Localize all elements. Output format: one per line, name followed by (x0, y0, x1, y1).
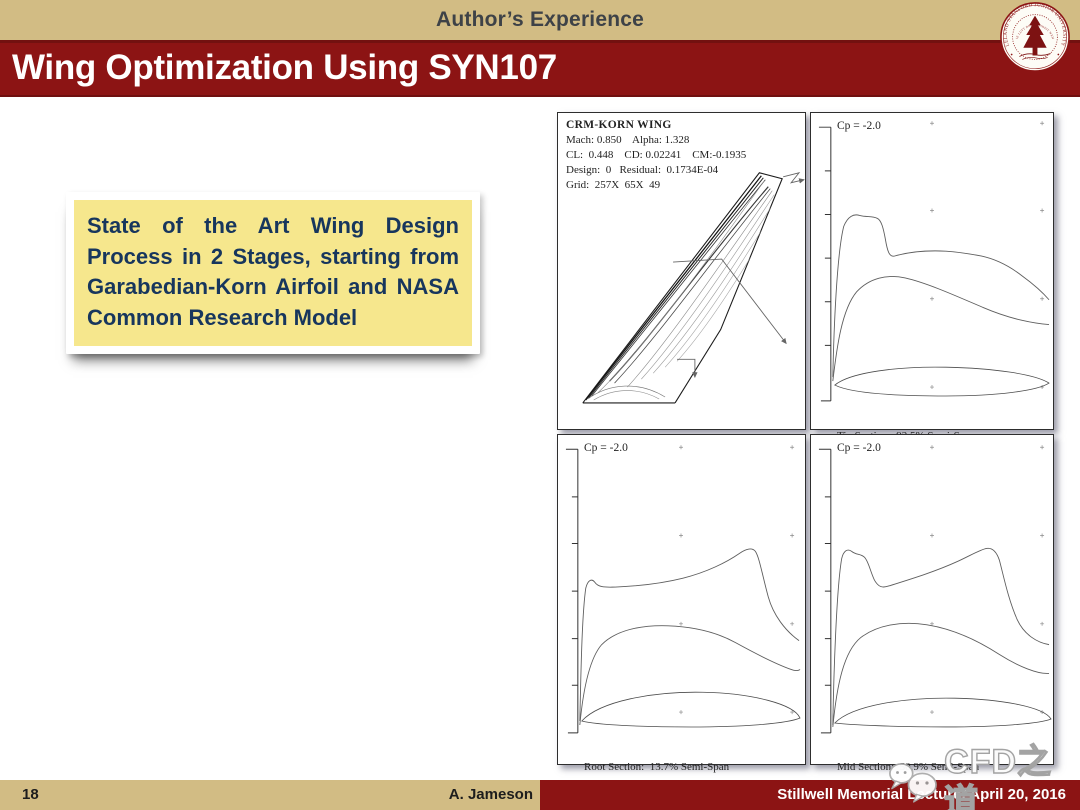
seal-star-left (1010, 53, 1013, 56)
cp-axis (565, 448, 579, 734)
callout-text: State of the Art Wing Design Process in … (87, 213, 459, 330)
callout-inner: State of the Art Wing Design Process in … (74, 200, 472, 346)
cp-axis (818, 126, 832, 402)
wing-title: CRM-KORN WING (566, 119, 672, 131)
caption-line-1: Mid Section: 50.9% Semi-Span (837, 761, 980, 773)
seal-star-right (1057, 53, 1060, 56)
seal-tree-icon (1023, 15, 1047, 56)
top-banner: Author’s Experience (0, 0, 1080, 40)
seal-dotted-ring (1012, 14, 1058, 60)
airfoil-section (833, 697, 1052, 728)
cp-axis (818, 448, 832, 734)
cp-plot-tip (818, 121, 1050, 402)
tip-section-arrow (783, 172, 805, 184)
grid-markers (930, 121, 1045, 390)
stanford-seal: LELAND STANFORD JUNIOR UNIVERSITY DIE LU… (999, 1, 1070, 72)
footer-sandstone-bar: 18 A. Jameson (0, 780, 540, 810)
footer-cardinal-bar: Stillwell Memorial Lecture, April 20, 20… (540, 780, 1080, 810)
seal-hills-2 (1022, 57, 1048, 60)
wing-outline (582, 172, 783, 404)
airfoil-section (834, 366, 1050, 397)
wing-line-design: Design: 0 Residual: 0.1734E-04 (566, 164, 719, 176)
cp-plot-root (565, 445, 801, 734)
cp-upper-curve (832, 214, 1050, 378)
footer-author: A. Jameson (448, 786, 533, 803)
grid-markers (679, 445, 795, 715)
wing-line-coeffs: CL: 0.448 CD: 0.02241 CM:-0.1935 (566, 149, 747, 161)
callout-card: State of the Art Wing Design Process in … (66, 192, 480, 354)
cp-plot-mid (818, 445, 1052, 734)
page-number: 18 (22, 786, 39, 803)
wing-contour-panel: CRM-KORN WING Mach: 0.850 Alpha: 1.328 C… (557, 112, 806, 430)
seal-ring-line (1003, 5, 1067, 69)
cp-lower-curve (832, 276, 1050, 382)
airfoil-section (581, 691, 801, 728)
wing-contours (585, 175, 781, 401)
footer-lecture-title: Stillwell Memorial Lecture, April 20, 20… (777, 786, 1066, 803)
cp-lower-curve (579, 625, 801, 726)
cp-reference-label: Cp = -2.0 (837, 442, 881, 454)
wing-line-grid: Grid: 257X 65X 49 (566, 179, 661, 191)
seal-hills (1019, 53, 1051, 57)
cp-panel-mid: Cp = -2.0 Mid Section: 50.9% Semi-Span C… (810, 434, 1054, 810)
grid-markers (930, 445, 1045, 715)
cp-panel-tip: Cp = -2.0 Tip Section: 92.5% Semi-Span C… (810, 112, 1054, 484)
wing-line-mach: Mach: 0.850 Alpha: 1.328 (566, 134, 690, 146)
section-kicker: Author’s Experience (435, 8, 645, 31)
cp-upper-curve (579, 548, 800, 722)
cp-reference-label: Cp = -2.0 (584, 442, 628, 454)
root-section-arrow (677, 358, 698, 379)
wing-contour-plot (582, 172, 805, 404)
title-bar: Wing Optimization Using SYN107 (0, 40, 1080, 97)
mid-section-arrow (673, 258, 787, 345)
slide-title: Wing Optimization Using SYN107 (12, 48, 557, 87)
caption-line-1: Root Section: 13.7% Semi-Span (584, 761, 730, 773)
wing-info-block: CRM-KORN WING Mach: 0.850 Alpha: 1.328 C… (566, 117, 746, 193)
cp-panel-root: Cp = -2.0 Root Section: 13.7% Semi-Span … (557, 434, 806, 810)
cp-reference-label: Cp = -2.0 (837, 120, 881, 132)
cp-lower-curve (832, 622, 1050, 727)
cp-upper-curve (832, 547, 1050, 725)
